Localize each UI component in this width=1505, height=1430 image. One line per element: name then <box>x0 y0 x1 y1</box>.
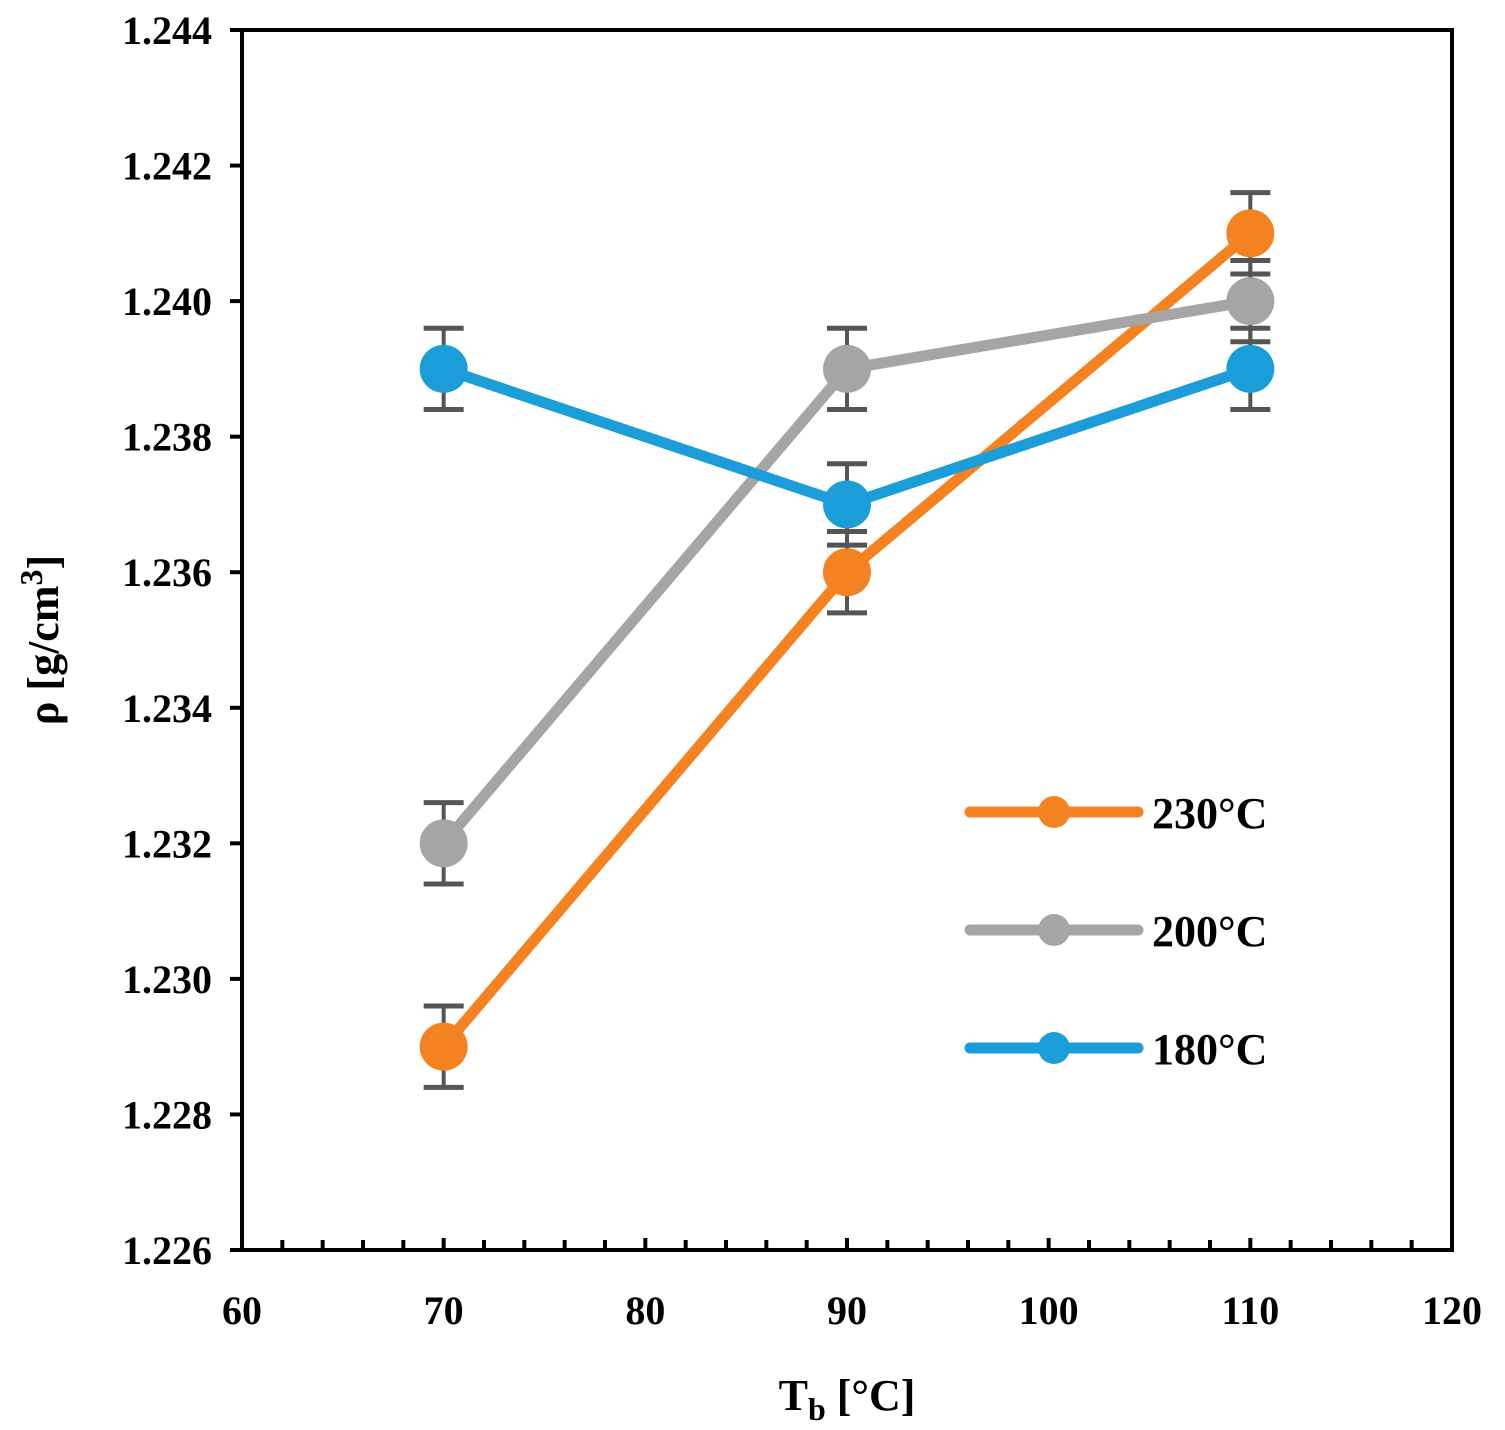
data-point <box>419 1022 468 1071</box>
y-tick-label: 1.228 <box>122 1092 212 1137</box>
y-tick-label: 1.234 <box>122 686 212 731</box>
series-points <box>419 209 1275 1071</box>
y-tick-label: 1.232 <box>122 821 212 866</box>
data-point <box>419 344 468 393</box>
y-tick-label: 1.242 <box>122 144 212 189</box>
plot-area: 1.226 1.228 1.230 1.232 1.234 1.236 1.238 1.240… <box>122 8 1482 1333</box>
plot-frame <box>240 28 1454 1252</box>
x-tick-label: 90 <box>827 1288 867 1333</box>
x-tick-label: 70 <box>424 1288 464 1333</box>
x-minor-ticks <box>280 1240 1414 1250</box>
y-axis-title: ρ [g/cm3] <box>13 555 68 725</box>
data-point <box>823 344 871 393</box>
x-tick-label: 80 <box>625 1288 665 1333</box>
legend-swatch-marker <box>1038 914 1070 946</box>
x-axis-title: Tb [°C] <box>779 1371 916 1427</box>
y-tick-label: 1.244 <box>122 8 212 53</box>
y-tick-label: 1.238 <box>122 415 212 460</box>
legend-label: 180°C <box>1152 1025 1267 1074</box>
x-tick-label: 120 <box>1422 1288 1482 1333</box>
data-point <box>823 548 871 597</box>
y-tick-label: 1.240 <box>122 279 212 324</box>
legend-label: 230°C <box>1152 789 1267 838</box>
y-tick-label: 1.226 <box>122 1228 212 1273</box>
data-point <box>1226 277 1275 326</box>
x-tick-label: 110 <box>1221 1288 1279 1333</box>
legend-swatch-marker <box>1038 796 1070 828</box>
y-tick-label: 1.236 <box>122 550 212 595</box>
data-point <box>1226 209 1275 258</box>
x-tick-label: 100 <box>1019 1288 1079 1333</box>
legend-item: 200°C <box>964 907 1267 956</box>
x-tick-label: 60 <box>222 1288 262 1333</box>
legend-item: 180°C <box>964 1025 1267 1074</box>
legend: 230°C 200°C 180°C <box>964 789 1267 1074</box>
legend-item: 230°C <box>964 789 1267 838</box>
data-point <box>419 819 468 868</box>
y-tick-label: 1.230 <box>122 957 212 1002</box>
x-axis-ticks: 60 70 80 90 100 110 120 <box>222 1238 1482 1333</box>
y-axis-ticks: 1.226 1.228 1.230 1.232 1.234 1.236 1.238 1.240… <box>122 8 242 1273</box>
data-point <box>823 480 871 529</box>
legend-swatch-marker <box>1038 1032 1070 1064</box>
data-point <box>1226 344 1275 393</box>
legend-label: 200°C <box>1152 907 1267 956</box>
